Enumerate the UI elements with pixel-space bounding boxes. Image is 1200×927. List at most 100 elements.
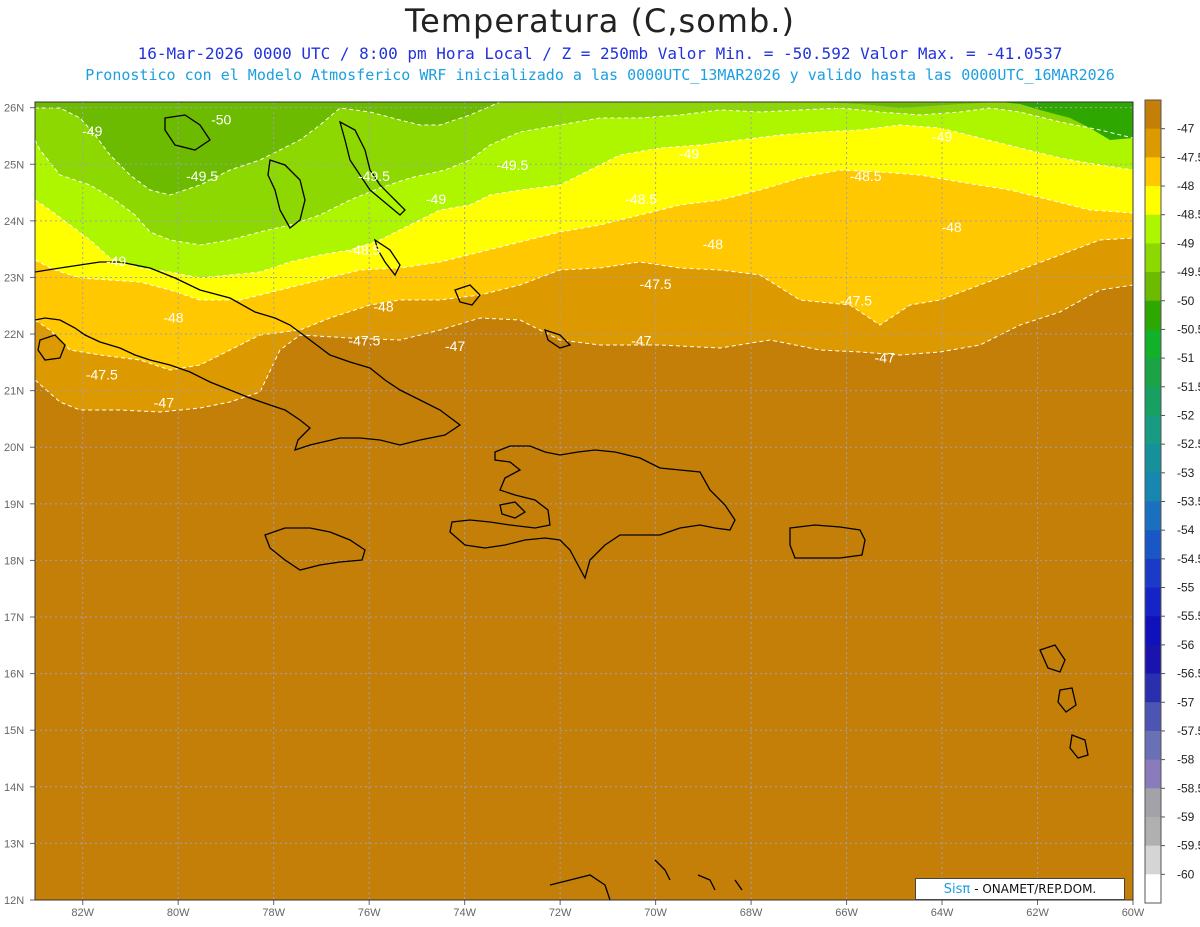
colorbar-swatch (1145, 874, 1161, 904)
colorbar-label: -54 (1177, 523, 1195, 537)
contour-label: -47 (445, 338, 465, 354)
contour-value-labels: -49 -50 -49.5 -49.5 -49.5 -49 -49 -49 -48.5 -48.5… (82, 112, 962, 411)
colorbar-swatch (1145, 788, 1161, 818)
lat-label: 21N (4, 386, 24, 398)
colorbar-label: -58.5 (1177, 781, 1200, 795)
field-band-minus50 (35, 102, 1133, 195)
map-subtitle-model: Pronostico con el Modelo Atmosferico WRF… (85, 66, 1115, 84)
colorbar-swatch (1145, 702, 1161, 732)
bahamas-eleuthera (338, 120, 406, 216)
colorbar-swatch (1145, 587, 1161, 617)
field-band-minus49-5 (35, 102, 1133, 245)
credit-text: - ONAMET/REP.DOM. (974, 882, 1097, 896)
lat-label: 19N (4, 499, 24, 511)
colorbar-label: -48.5 (1177, 208, 1200, 222)
lat-label: 15N (4, 725, 24, 737)
contour-label: -48 (941, 219, 961, 235)
lat-label: 13N (4, 838, 24, 850)
contour-label: -48 (373, 298, 393, 314)
lat-label: 12N (4, 895, 24, 907)
gonave-coastline (499, 501, 527, 519)
colorbar-swatch (1145, 845, 1161, 875)
lat-label: 17N (4, 612, 24, 624)
lat-label: 14N (4, 782, 24, 794)
grenadines-islands (1039, 644, 1089, 759)
contour-label: -49.5 (186, 168, 218, 184)
contour-label: -47.5 (840, 293, 872, 309)
lat-lon-grid (35, 102, 1134, 901)
lon-label: 74W (453, 907, 476, 919)
colorbar: -47 -47.5 -48 -48.5 -49 -49.5 -50 -50.5 -51 -51.5… (1144, 99, 1200, 904)
colorbar-swatch (1145, 759, 1161, 789)
lon-label: 66W (835, 907, 858, 919)
colorbar-swatch (1145, 444, 1161, 474)
contour-label: -48.5 (625, 191, 657, 207)
lat-label: 24N (4, 216, 24, 228)
contour-label: -47.5 (348, 332, 380, 348)
colorbar-label: -52.5 (1177, 437, 1200, 451)
map-frame (34, 101, 1134, 901)
contour-label: -49 (426, 191, 446, 207)
colorbar-label: -47.5 (1177, 150, 1200, 164)
colorbar-swatch (1145, 415, 1161, 445)
puerto-rico-coastline (789, 524, 866, 559)
lon-label: 62W (1026, 907, 1049, 919)
lat-label: 18N (4, 555, 24, 567)
colorbar-label: -49.5 (1177, 265, 1200, 279)
jamaica-coastline (264, 527, 366, 571)
colorbar-label: -55.5 (1177, 609, 1200, 623)
lat-label: 25N (4, 159, 24, 171)
lon-label: 60W (1122, 907, 1145, 919)
colorbar-label: -50 (1177, 294, 1195, 308)
latitude-labels: 26N 25N 24N 23N 22N 21N 20N 19N 18N 17N 16N 15N 14N 1… (4, 103, 35, 907)
contour-label: -47 (631, 332, 651, 348)
contour-label: -49 (82, 123, 102, 139)
contour-label: -49 (106, 253, 126, 269)
colorbar-label: -59 (1177, 810, 1195, 824)
lon-label: 68W (740, 907, 763, 919)
lon-label: 82W (71, 907, 94, 919)
contour-label: -49 (679, 146, 699, 162)
contour-label: -49.5 (496, 157, 528, 173)
credit-brand: Sisπ (943, 881, 971, 897)
contour-label: -49 (932, 129, 952, 145)
colorbar-label: -51.5 (1177, 380, 1200, 394)
contour-label: -47.5 (640, 276, 672, 292)
lon-label: 78W (262, 907, 285, 919)
longitude-labels: 82W 80W 78W 76W 74W 72W 70W 68W 66W 64W 62W 60W (71, 900, 1145, 919)
colorbar-swatch (1145, 243, 1161, 273)
colorbar-label: -49 (1177, 236, 1195, 250)
colorbar-swatch (1145, 329, 1161, 359)
colorbar-label: -57.5 (1177, 724, 1200, 738)
lon-label: 72W (549, 907, 572, 919)
colorbar-label: -57 (1177, 695, 1195, 709)
field-band-minus50-5 (1000, 102, 1133, 140)
colorbar-label: -55 (1177, 581, 1195, 595)
colorbar-swatch (1145, 214, 1161, 244)
contour-label: -48.5 (850, 168, 882, 184)
colorbar-label: -56.5 (1177, 667, 1200, 681)
colorbar-swatch (1145, 616, 1161, 646)
contour-label: -47.5 (86, 366, 118, 382)
lon-label: 76W (358, 907, 381, 919)
lat-label: 26N (4, 103, 24, 115)
colorbar-swatch (1145, 358, 1161, 388)
colorbar-swatch (1145, 558, 1161, 589)
credit-box: Sisπ - ONAMET/REP.DOM. (915, 878, 1125, 900)
colorbar-label: -58 (1177, 753, 1195, 767)
contour-label: -48 (703, 236, 723, 252)
colorbar-label: -59.5 (1177, 839, 1200, 853)
map-title: Temperatura (C,somb.) (405, 2, 795, 40)
lon-label: 64W (931, 907, 954, 919)
colorbar-swatch (1145, 157, 1161, 187)
colorbar-swatch (1145, 673, 1161, 703)
colorbar-swatch (1145, 386, 1161, 416)
colorbar-swatch (1145, 530, 1161, 560)
colorbar-label: -50.5 (1177, 322, 1200, 336)
colorbar-swatch (1145, 472, 1161, 502)
lat-label: 22N (4, 329, 24, 341)
bahamas-grand (164, 114, 211, 151)
colorbar-label: -54.5 (1177, 552, 1200, 566)
contour-label: -47 (154, 395, 174, 411)
